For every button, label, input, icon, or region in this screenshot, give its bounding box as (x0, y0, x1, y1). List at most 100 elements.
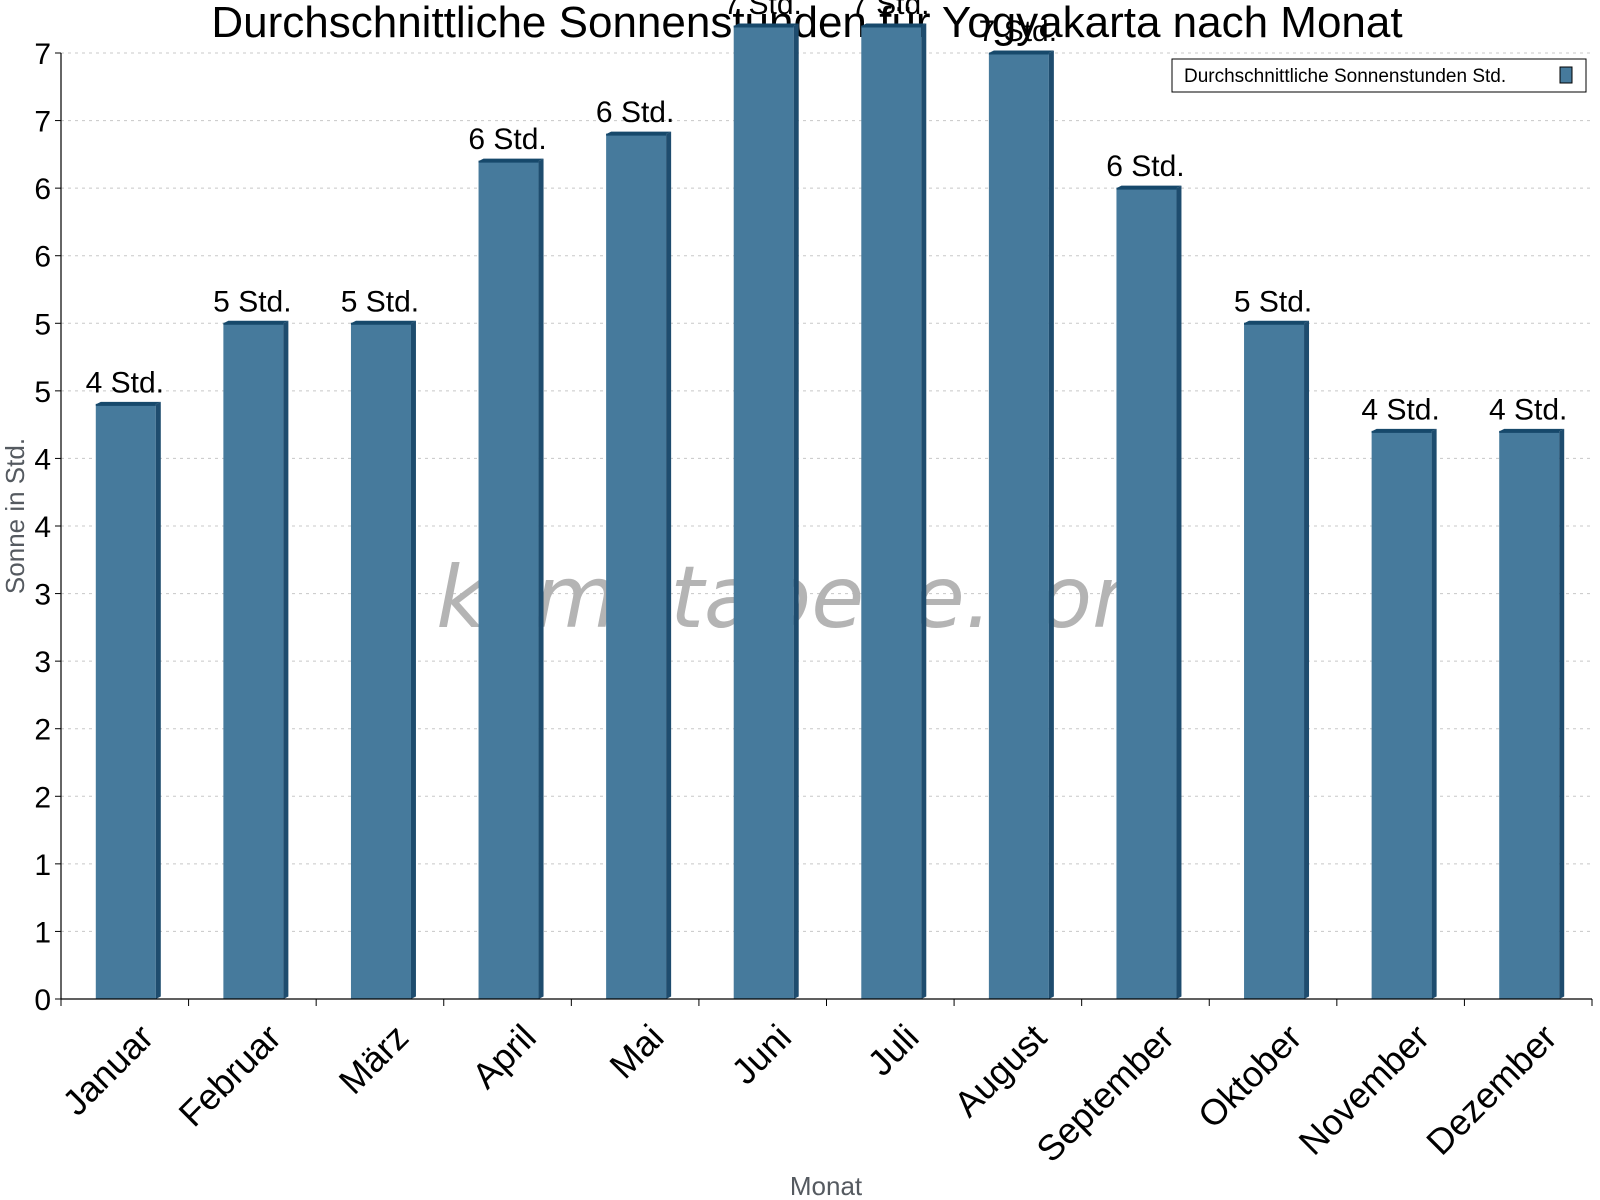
y-axis-label: Sonne in Std. (0, 438, 30, 594)
bar-face (1116, 188, 1177, 1000)
legend-label: Durchschnittliche Sonnenstunden Std. (1184, 66, 1506, 87)
legend-swatch (1559, 66, 1573, 84)
y-tick-label: 5 (34, 308, 51, 341)
y-tick-label: 4 (34, 443, 51, 476)
bar-top (861, 23, 927, 26)
x-tick-label: Oktober (1190, 1016, 1310, 1136)
data-label: 5 Std. (1234, 285, 1312, 318)
bar-face (988, 53, 1049, 999)
y-tick-label: 6 (34, 241, 51, 274)
y-tick-label: 0 (34, 984, 51, 1017)
bar-top (1116, 185, 1182, 189)
bar-september (1116, 185, 1182, 1000)
y-tick-label: 7 (34, 106, 51, 139)
y-tick-labels: 0 1 1 2 2 3 3 4 4 5 5 6 6 7 7 (34, 38, 51, 1017)
bar-side (283, 320, 289, 999)
y-tick-label: 4 (34, 511, 51, 544)
y-tick-label: 6 (34, 173, 51, 206)
bar-side (1048, 50, 1054, 999)
y-tick-label: 1 (34, 849, 51, 882)
data-label: 4 Std. (1361, 393, 1439, 426)
bar-face (478, 161, 539, 1000)
bar-face (1499, 431, 1560, 999)
data-label: 5 Std. (213, 285, 291, 318)
axes (55, 52, 1593, 1006)
bar-juli (861, 23, 927, 999)
bar-face (606, 134, 667, 1000)
bar-april (478, 158, 544, 1000)
bar-side (410, 320, 416, 999)
data-label: 7 Std. (724, 0, 802, 21)
bar-face (733, 25, 794, 999)
bar-top (606, 131, 672, 135)
x-tick-label: März (331, 1016, 417, 1102)
bar-face (223, 323, 284, 999)
x-tick-label: Januar (54, 1016, 161, 1123)
x-tick-label: Februar (171, 1016, 289, 1134)
grid-lines (61, 52, 1592, 932)
bar-face (1371, 431, 1432, 999)
bar-side (793, 23, 799, 999)
bar-side (666, 131, 672, 1000)
y-tick-label: 2 (34, 781, 51, 814)
bar-series (95, 23, 1565, 1000)
bar-februar (223, 320, 289, 999)
chart-title: Durchschnittliche Sonnenstunden für Yogy… (211, 0, 1402, 47)
bar-top (95, 401, 161, 405)
x-tick-label: Dezember (1418, 1016, 1564, 1162)
x-tick-label: Mai (601, 1016, 671, 1086)
bar-top (1371, 428, 1437, 432)
x-tick-label: Juni (723, 1016, 799, 1092)
bar-side (155, 401, 161, 999)
data-label: 4 Std. (1489, 393, 1567, 426)
data-label: 7 Std. (851, 0, 929, 21)
data-label: 6 Std. (596, 96, 674, 129)
bar-juni (733, 23, 799, 999)
watermark-text: klimatabelle.com (436, 548, 1176, 648)
x-axis-label: Monat (790, 1171, 863, 1200)
bar-side (1559, 428, 1565, 999)
bar-november (1371, 428, 1437, 999)
y-tick-label: 3 (34, 646, 51, 679)
data-label: 6 Std. (1106, 150, 1184, 183)
data-label: 5 Std. (341, 285, 419, 318)
x-tick-label: November (1291, 1016, 1437, 1162)
data-labels: 4 Std. 5 Std. 5 Std. 6 Std. 6 Std. 7 Std. 7 St… (86, 0, 1568, 426)
bar-side (1304, 320, 1310, 999)
bar-oktober (1244, 320, 1310, 999)
bar-side (538, 158, 544, 1000)
legend: Durchschnittliche Sonnenstunden Std. (1171, 58, 1587, 93)
bar-mai (606, 131, 672, 1000)
x-tick-label: April (464, 1016, 544, 1096)
bar-face (95, 404, 156, 999)
y-tick-label: 7 (34, 38, 51, 71)
x-tick-label: Juli (859, 1016, 926, 1083)
bar-top (223, 320, 289, 324)
bar-face (1244, 323, 1305, 999)
bar-top (733, 23, 799, 26)
x-tick-label: September (1028, 1016, 1182, 1170)
bar-face (350, 323, 411, 999)
bar-top (1499, 428, 1565, 432)
bar-side (1176, 185, 1182, 1000)
bar-august (988, 50, 1054, 999)
bar-januar (95, 401, 161, 999)
bar-top (988, 50, 1054, 53)
x-tick-labels: Januar Februar März April Mai Juni Juli AugustS… (54, 1016, 1564, 1170)
bar-side (921, 23, 927, 999)
y-tick-label: 1 (34, 916, 51, 949)
x-tick-label: August (946, 1016, 1054, 1124)
legend-box (1171, 58, 1587, 93)
bar-face (861, 25, 922, 999)
y-tick-label: 3 (34, 579, 51, 612)
bar-märz (350, 320, 416, 999)
bar-top (478, 158, 544, 162)
data-label: 4 Std. (86, 366, 164, 399)
data-label: 6 Std. (468, 123, 546, 156)
y-tick-label: 2 (34, 714, 51, 747)
y-tick-label: 5 (34, 376, 51, 409)
bar-side (1431, 428, 1437, 999)
data-label: 7 Std. (979, 15, 1057, 48)
bar-top (1244, 320, 1310, 324)
